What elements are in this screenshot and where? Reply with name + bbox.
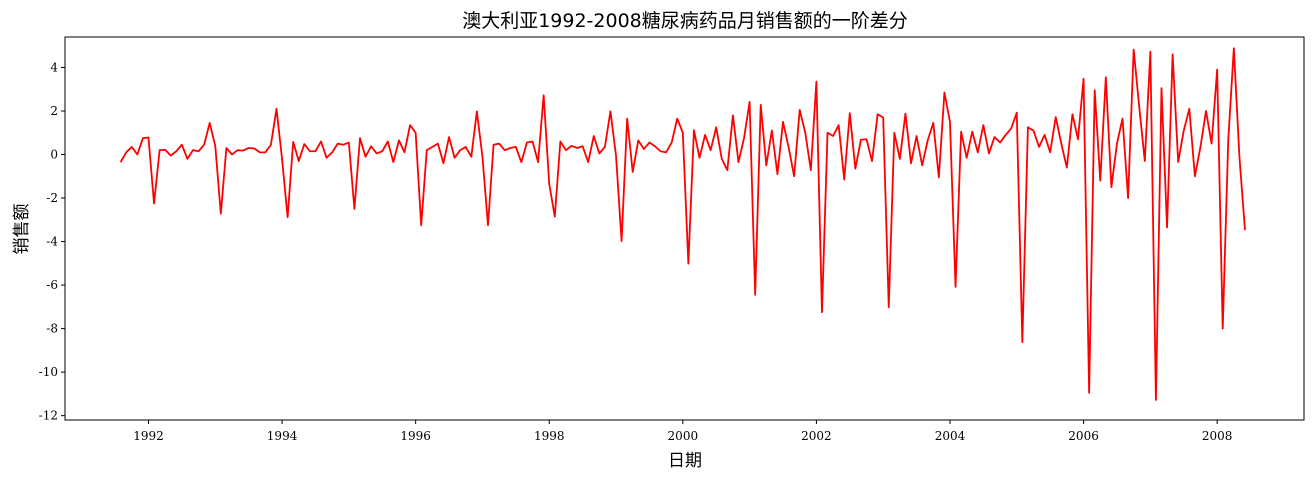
y-tick-label: 0 — [50, 148, 58, 162]
x-tick-label: 2000 — [668, 429, 699, 443]
y-tick-label: -2 — [46, 191, 58, 205]
y-tick-label: -12 — [39, 409, 58, 423]
series-line — [119, 47, 1246, 401]
y-tick-label: -8 — [46, 322, 58, 336]
x-tick-label: 2002 — [801, 429, 832, 443]
x-tick-label: 1998 — [534, 429, 565, 443]
plot-area — [64, 36, 1305, 421]
y-tick-label: -10 — [39, 365, 58, 379]
x-tick-label: 1992 — [133, 429, 164, 443]
x-axis: 1992 1994 1996 1998 2000 2002 2004 2006 2008 — [133, 420, 1232, 443]
x-axis-label: 日期 — [668, 451, 702, 471]
y-tick-label: -4 — [46, 235, 58, 249]
y-axis: 4 2 0 -2 -4 -6 -8 -10 -12 — [39, 60, 65, 423]
x-tick-label: 2008 — [1202, 429, 1233, 443]
x-tick-label: 1996 — [400, 429, 431, 443]
y-tick-label: 2 — [50, 104, 58, 118]
y-axis-label: 销售额 — [12, 204, 32, 255]
y-tick-label: 4 — [50, 60, 58, 74]
chart-title: 澳大利亚1992-2008糖尿病药品月销售额的一阶差分 — [462, 10, 908, 32]
x-tick-label: 2006 — [1068, 429, 1099, 443]
series-layer — [119, 47, 1246, 401]
x-tick-label: 2004 — [935, 429, 966, 443]
x-tick-label: 1994 — [267, 429, 298, 443]
y-tick-label: -6 — [46, 278, 58, 292]
